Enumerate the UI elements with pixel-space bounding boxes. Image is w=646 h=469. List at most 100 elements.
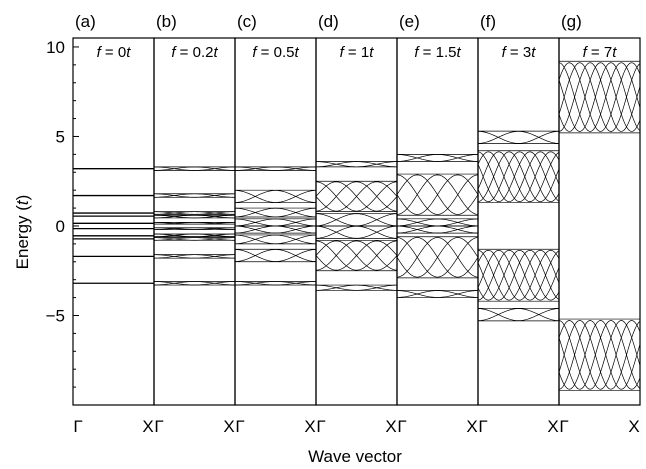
field-label-value: 1.5 [436,44,457,61]
panel-f: (f) f = 3t Γ X [477,12,560,436]
field-label: f = 1.5t [414,44,461,61]
band-curve [477,249,560,301]
energy-band [315,284,398,291]
band-curve [234,166,317,171]
energy-band [153,193,236,198]
band-curve [153,281,236,286]
band-curve [558,320,641,390]
field-label-value: 3 [523,44,531,61]
band-curve [153,222,236,225]
y-axis-label-variable: t [13,199,32,205]
band-curve [558,62,641,132]
band-curve [396,237,479,278]
field-label-value: 7 [604,44,612,61]
band-curve [396,290,479,298]
energy-band [396,290,479,298]
energy-band [234,248,317,263]
band-curve [315,225,398,239]
band-curve [558,62,641,132]
band-curve [234,207,317,218]
field-label-equals: = [419,44,436,61]
band-curve [153,254,236,259]
x-tick-x: X [466,417,477,436]
band-curve [315,240,398,271]
energy-band [154,237,235,241]
band-curve [234,234,317,245]
band-curve [153,166,236,171]
band-curve [558,320,641,390]
field-label-unit: t [213,44,218,61]
band-curve [477,151,560,203]
field-label-variable: f [340,44,346,61]
energy-band [154,233,235,238]
band-curve [558,62,641,132]
band-curve [315,284,398,291]
energy-band [315,180,398,213]
band-curve [153,193,236,198]
band-curve [234,234,317,245]
band-curve [477,151,560,203]
x-tick-gamma: Γ [559,417,568,436]
y-tick-label: −5 [46,306,65,325]
field-label-variable: f [583,44,589,61]
band-curve [396,225,479,234]
x-tick-gamma: Γ [154,417,163,436]
band-curve [153,227,236,230]
energy-band [477,248,560,302]
band-curve [396,218,479,227]
band-curve [315,240,398,271]
panels-layer: (a)f = 0tΓ X(b)f = 0.2tΓ X(c)f = 0.5tΓ X(d)… [72,12,641,436]
x-tick-gamma: Γ [316,417,325,436]
y-axis: 10 5 0 −5 [46,38,79,388]
band-curve [234,218,317,227]
field-label-unit: t [612,44,617,61]
y-tick-label: 5 [56,127,65,146]
field-label-unit: t [456,44,461,61]
band-curve [153,193,236,198]
band-curve [477,249,560,301]
band-curve [315,181,398,212]
field-label-equals: = [101,44,118,61]
band-curve [477,249,560,301]
panel-a: (a)f = 0t Γ X [72,12,155,436]
band-curve [558,320,641,390]
field-label: f = 7t [583,44,618,61]
band-curve [558,62,641,132]
band-curve [153,211,236,215]
panel-label: (c) [237,12,257,31]
panel-label: (d) [318,12,339,31]
band-curve [154,237,235,241]
panel-g: (g)f = 7t Γ X [558,12,641,436]
energy-band [153,281,236,286]
field-label-unit: t [369,44,374,61]
energy-band [153,214,236,219]
panel-frame [72,37,155,406]
band-curve [315,161,398,168]
band-curve [558,62,641,132]
band-curve [315,181,398,212]
band-curve [477,130,560,144]
band-curve [154,211,235,215]
band-curve [153,166,236,171]
panel-d: (d)f = 1t Γ X [315,12,398,436]
band-curve [477,249,560,301]
field-label-value: 0.5 [274,44,295,61]
band-curve [477,249,560,301]
panel-label: (f) [480,12,496,31]
band-curve [315,284,398,291]
energy-band [315,225,398,239]
band-curve [234,249,317,262]
band-curve [315,240,398,271]
field-label-unit: t [126,44,131,61]
x-tick-x: X [142,417,153,436]
band-curve [315,213,398,227]
energy-band [234,234,317,245]
band-curve [477,151,560,202]
field-label-equals: = [257,44,274,61]
band-curve [154,227,235,230]
band-curve [396,237,479,278]
energy-band [234,281,317,286]
band-curve [234,281,317,286]
energy-band [477,130,560,144]
